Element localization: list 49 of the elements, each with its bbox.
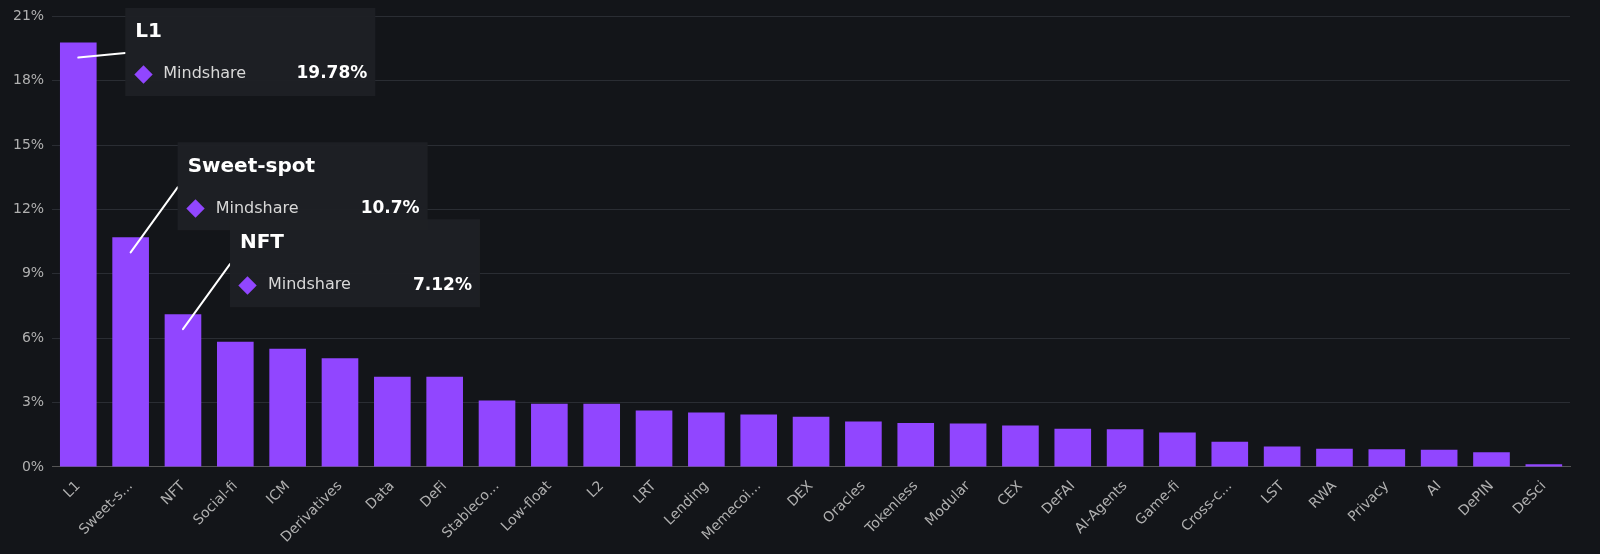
x-tick-label: L1 <box>59 477 83 501</box>
bar <box>426 376 463 467</box>
y-tick-label: 9% <box>21 264 45 281</box>
bar <box>1106 429 1144 467</box>
bar <box>949 423 987 467</box>
x-tick-label: AI <box>1422 477 1444 499</box>
bar <box>374 376 411 467</box>
bar <box>740 414 778 467</box>
bar <box>216 341 254 467</box>
annotation: 10.7% <box>360 196 420 217</box>
bar <box>1159 432 1196 467</box>
bar <box>1368 449 1406 467</box>
bar <box>1473 452 1510 467</box>
bar <box>531 403 568 467</box>
bar <box>792 416 830 467</box>
text: Mindshare <box>267 274 351 294</box>
x-tick-label: L2 <box>583 477 607 501</box>
annotation: 19.78% <box>296 62 368 83</box>
bar <box>59 42 97 467</box>
bar <box>1211 441 1249 467</box>
y-tick-label: 12% <box>12 200 45 217</box>
y-tick-label: 6% <box>21 328 45 345</box>
text: Mindshare <box>215 197 299 217</box>
y-tick-label: 15% <box>12 135 45 152</box>
annotation: Sweet-spot <box>187 152 316 177</box>
bar <box>635 410 673 467</box>
legend-label: Mindshare <box>163 63 247 83</box>
annotation: NFT <box>239 229 285 254</box>
bar <box>1054 428 1092 467</box>
bar <box>1316 448 1353 467</box>
bar <box>164 314 202 467</box>
y-tick-label: 0% <box>21 457 45 474</box>
bar <box>583 403 621 467</box>
bar <box>845 421 882 467</box>
bar <box>897 422 935 467</box>
bar <box>321 358 359 467</box>
bar <box>478 400 516 467</box>
y-tick-label: 3% <box>21 393 45 410</box>
bar <box>1002 425 1039 467</box>
annotation: L1 <box>135 18 162 43</box>
y-tick-label: 21% <box>12 7 45 24</box>
bar <box>112 237 149 467</box>
bar <box>269 348 306 467</box>
bar <box>688 412 725 467</box>
annotation: 7.12% <box>412 273 472 294</box>
bar <box>1525 464 1563 467</box>
y-tick-label: 18% <box>12 71 45 88</box>
bar <box>1263 446 1301 467</box>
bar <box>1420 449 1458 467</box>
